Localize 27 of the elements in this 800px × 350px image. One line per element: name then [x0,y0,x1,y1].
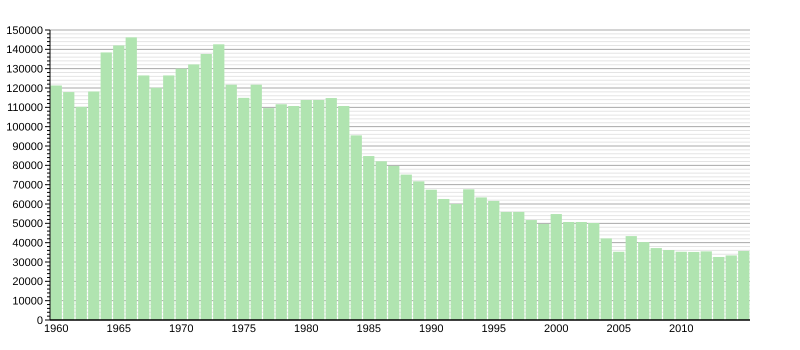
y-tick-label: 70000 [12,180,43,192]
y-tick-label: 130000 [6,64,43,76]
y-tick-label: 50000 [12,218,43,230]
x-tick-label: 1990 [419,323,444,335]
x-tick-label: 1965 [106,323,131,335]
y-tick-label: 140000 [6,44,43,56]
x-tick-label: 1980 [294,323,318,335]
x-tick-label: 1975 [232,323,256,335]
y-tick-label: 150000 [6,24,43,37]
x-tick-label: 2000 [544,323,568,335]
y-tick-label: 90000 [12,140,43,153]
x-tick-label: 2005 [606,323,631,335]
y-tick-label: 40000 [12,238,43,250]
y-tick-label: 80000 [12,160,43,172]
y-tick-label: 100000 [6,122,43,134]
x-tick-label: 1985 [356,323,381,335]
y-tick-label: 30000 [12,256,43,269]
y-tick-label: 120000 [6,82,43,95]
y-tick-label: 110000 [7,102,43,114]
y-tick-label: 20000 [12,276,43,288]
y-tick-label: 60000 [12,198,43,211]
x-tick-label: 2010 [669,323,694,335]
x-tick-label: 1960 [44,323,68,335]
y-tick-label: 0 [36,314,43,327]
x-tick-label: 1995 [482,323,506,335]
y-tick-label: 10000 [12,296,43,308]
x-tick-label: 1970 [169,323,194,335]
